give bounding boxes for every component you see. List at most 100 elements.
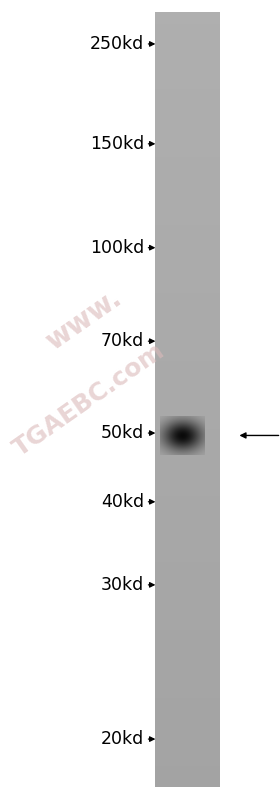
Bar (155, 644, 220, 646)
Bar (155, 64, 220, 66)
Bar (155, 254, 220, 256)
Bar (155, 363, 220, 364)
Bar (155, 80, 220, 81)
Bar (155, 78, 220, 80)
Bar (155, 318, 220, 320)
Bar (155, 673, 220, 674)
Bar (155, 84, 220, 85)
Bar (155, 562, 220, 564)
Bar (155, 308, 220, 310)
Text: 150kd: 150kd (90, 135, 144, 153)
Bar (155, 473, 220, 475)
Bar (155, 264, 220, 266)
Bar (155, 244, 220, 246)
Bar (155, 479, 220, 481)
Bar (155, 16, 220, 18)
Bar (155, 182, 220, 185)
Bar (155, 368, 220, 371)
Bar (155, 328, 220, 330)
Bar (155, 89, 220, 91)
Bar (155, 167, 220, 169)
Bar (155, 227, 220, 229)
Bar (155, 465, 220, 467)
Bar (155, 62, 220, 64)
Bar (155, 144, 220, 145)
Bar (155, 49, 220, 51)
Bar (155, 692, 220, 694)
Bar (155, 503, 220, 504)
Bar (155, 489, 220, 491)
Bar (155, 121, 220, 122)
Bar (155, 427, 220, 428)
Bar (155, 599, 220, 601)
Bar (155, 731, 220, 733)
Bar (155, 38, 220, 39)
Bar (155, 572, 220, 574)
Bar (155, 225, 220, 227)
Bar (155, 682, 220, 684)
Bar (155, 217, 220, 219)
Bar (155, 70, 220, 72)
Bar (155, 54, 220, 57)
Bar (155, 761, 220, 764)
Bar (155, 491, 220, 492)
Bar (155, 361, 220, 363)
Bar (155, 512, 220, 514)
Bar (155, 553, 220, 555)
Bar (155, 539, 220, 541)
Bar (155, 605, 220, 606)
Bar (155, 229, 220, 231)
Bar (155, 711, 220, 714)
Bar (155, 260, 220, 262)
Bar (155, 353, 220, 355)
Bar (155, 198, 220, 200)
Bar (155, 209, 220, 212)
Bar (155, 541, 220, 543)
Bar (155, 237, 220, 239)
Bar (155, 324, 220, 326)
Bar (155, 678, 220, 681)
Bar (155, 610, 220, 613)
Bar (155, 337, 220, 340)
Bar (155, 334, 220, 336)
Bar (155, 155, 220, 157)
Bar (155, 586, 220, 587)
Bar (155, 570, 220, 572)
Bar (155, 529, 220, 531)
Bar (155, 636, 220, 638)
Bar (155, 117, 220, 118)
Bar (155, 376, 220, 378)
Bar (155, 401, 220, 403)
Bar (155, 526, 220, 527)
Bar (155, 471, 220, 473)
Bar (155, 477, 220, 479)
Bar (155, 671, 220, 673)
Bar (155, 118, 220, 121)
Bar (155, 240, 220, 243)
Bar (155, 233, 220, 235)
Bar (155, 658, 220, 659)
Bar (155, 312, 220, 314)
Bar (155, 31, 220, 34)
Bar (155, 714, 220, 715)
Bar (155, 531, 220, 533)
Bar (155, 748, 220, 750)
Bar (155, 686, 220, 688)
Bar (155, 438, 220, 440)
Bar (155, 326, 220, 328)
Bar (155, 582, 220, 583)
Bar (155, 219, 220, 221)
Bar (155, 727, 220, 729)
Bar (155, 617, 220, 618)
Bar (155, 760, 220, 761)
Bar (155, 208, 220, 209)
Bar (155, 729, 220, 731)
Bar (155, 431, 220, 432)
Bar (155, 591, 220, 593)
Bar (155, 651, 220, 654)
Bar (155, 250, 220, 252)
Bar (155, 76, 220, 78)
Bar (155, 745, 220, 746)
Bar (155, 560, 220, 562)
Bar (155, 632, 220, 634)
